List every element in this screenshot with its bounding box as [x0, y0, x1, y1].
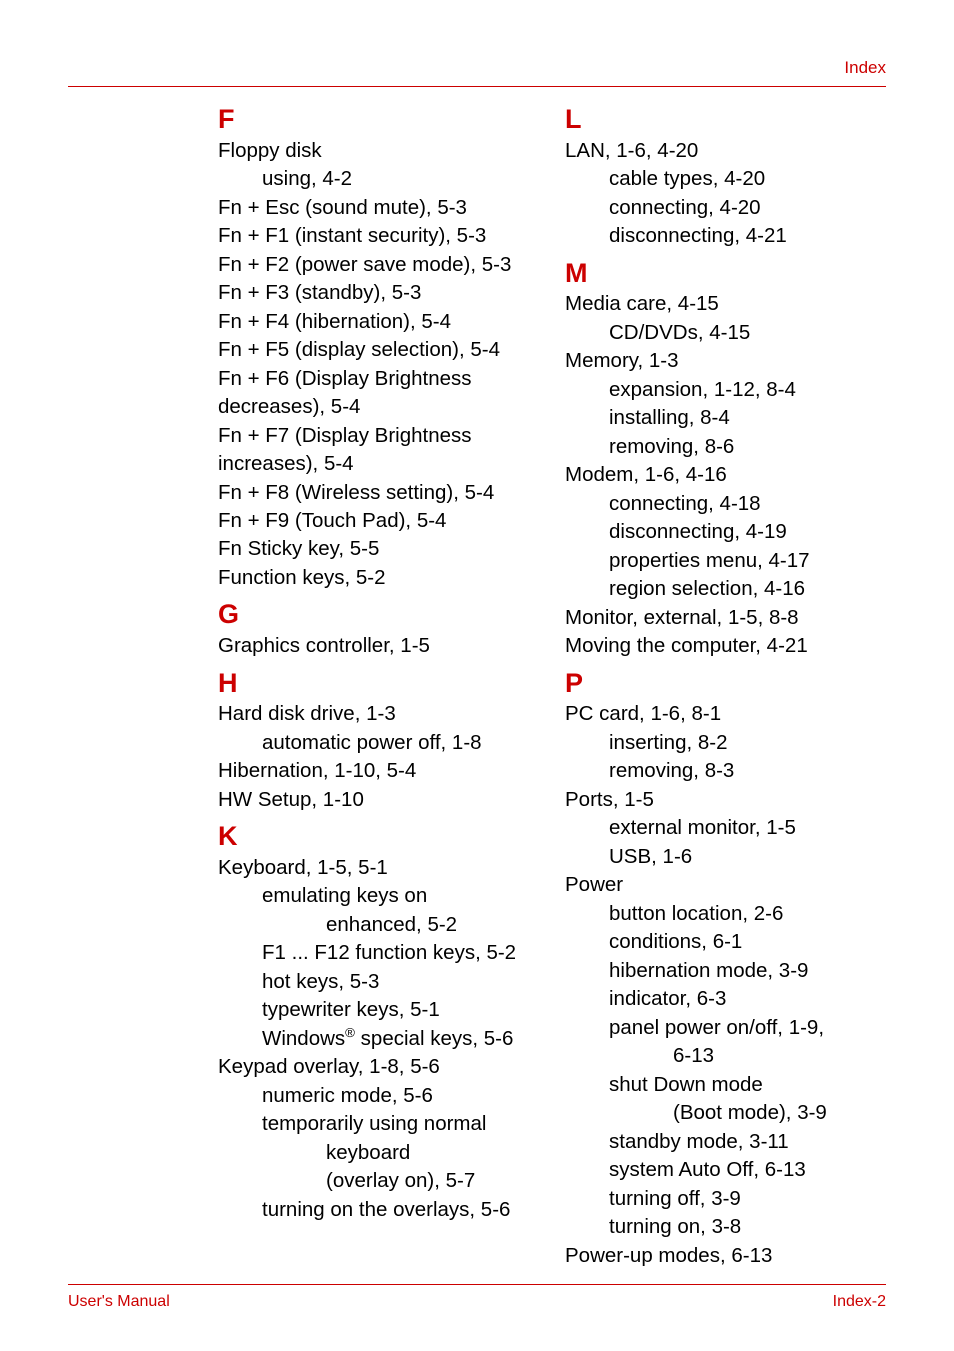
index-entry: automatic power off, 1-8 — [218, 729, 539, 757]
index-entry: Power-up modes, 6-13 — [565, 1242, 886, 1270]
index-entry: panel power on/off, 1-9, — [565, 1014, 886, 1042]
index-entry: removing, 8-3 — [565, 757, 886, 785]
right-column: LLAN, 1-6, 4-20cable types, 4-20connecti… — [549, 97, 886, 1270]
index-entry: 6-13 — [565, 1042, 886, 1070]
index-entry: connecting, 4-18 — [565, 490, 886, 518]
index-entry: Fn + F8 (Wireless setting), 5-4 — [218, 479, 539, 507]
index-entry: cable types, 4-20 — [565, 165, 886, 193]
footer: User's Manual Index-2 — [68, 1284, 886, 1311]
index-entry: installing, 8-4 — [565, 404, 886, 432]
section-letter: F — [218, 105, 539, 135]
index-entry: (Boot mode), 3-9 — [565, 1099, 886, 1127]
index-entry: CD/DVDs, 4-15 — [565, 319, 886, 347]
index-entry: Fn + F9 (Touch Pad), 5-4 — [218, 507, 539, 535]
index-entry: Ports, 1-5 — [565, 786, 886, 814]
section-letter: K — [218, 822, 539, 852]
index-entry: Keyboard, 1-5, 5-1 — [218, 854, 539, 882]
index-entry: Memory, 1-3 — [565, 347, 886, 375]
index-columns: FFloppy diskusing, 4-2Fn + Esc (sound mu… — [68, 97, 886, 1270]
index-entry: F1 ... F12 function keys, 5-2 — [218, 939, 539, 967]
index-entry: emulating keys on — [218, 882, 539, 910]
index-entry: hot keys, 5-3 — [218, 968, 539, 996]
section-letter: G — [218, 600, 539, 630]
index-entry: typewriter keys, 5-1 — [218, 996, 539, 1024]
index-entry: connecting, 4-20 — [565, 194, 886, 222]
index-entry: Monitor, external, 1-5, 8-8 — [565, 604, 886, 632]
index-entry: Hibernation, 1-10, 5-4 — [218, 757, 539, 785]
index-entry: external monitor, 1-5 — [565, 814, 886, 842]
index-entry: LAN, 1-6, 4-20 — [565, 137, 886, 165]
footer-right: Index-2 — [833, 1293, 886, 1311]
header-label: Index — [68, 58, 886, 87]
index-entry: turning on the overlays, 5-6 — [218, 1196, 539, 1224]
index-entry: turning on, 3-8 — [565, 1213, 886, 1241]
index-entry: Floppy disk — [218, 137, 539, 165]
index-entry: Fn + F1 (instant security), 5-3 — [218, 222, 539, 250]
index-entry: standby mode, 3-11 — [565, 1128, 886, 1156]
index-entry: Function keys, 5-2 — [218, 564, 539, 592]
index-entry: Windows® special keys, 5-6 — [218, 1025, 539, 1053]
index-entry: button location, 2-6 — [565, 900, 886, 928]
index-entry: Keypad overlay, 1-8, 5-6 — [218, 1053, 539, 1081]
section-letter: L — [565, 105, 886, 135]
section-letter: P — [565, 669, 886, 699]
index-entry: Graphics controller, 1-5 — [218, 632, 539, 660]
index-entry: removing, 8-6 — [565, 433, 886, 461]
page: Index FFloppy diskusing, 4-2Fn + Esc (so… — [0, 0, 954, 1351]
index-entry: PC card, 1-6, 8-1 — [565, 700, 886, 728]
index-entry: Hard disk drive, 1-3 — [218, 700, 539, 728]
index-entry: Media care, 4-15 — [565, 290, 886, 318]
index-entry: disconnecting, 4-21 — [565, 222, 886, 250]
index-entry: Fn + F3 (standby), 5-3 — [218, 279, 539, 307]
index-entry: expansion, 1-12, 8-4 — [565, 376, 886, 404]
index-entry: system Auto Off, 6-13 — [565, 1156, 886, 1184]
index-entry: enhanced, 5-2 — [218, 911, 539, 939]
index-entry: Fn + F5 (display selection), 5-4 — [218, 336, 539, 364]
index-entry: properties menu, 4-17 — [565, 547, 886, 575]
index-entry: Modem, 1-6, 4-16 — [565, 461, 886, 489]
index-entry: temporarily using normal — [218, 1110, 539, 1138]
index-entry: HW Setup, 1-10 — [218, 786, 539, 814]
index-entry: Fn + F2 (power save mode), 5-3 — [218, 251, 539, 279]
index-entry: region selection, 4-16 — [565, 575, 886, 603]
index-entry: Moving the computer, 4-21 — [565, 632, 886, 660]
index-entry: Fn + F7 (Display Brightness increases), … — [218, 422, 539, 479]
index-entry: numeric mode, 5-6 — [218, 1082, 539, 1110]
footer-left: User's Manual — [68, 1293, 170, 1311]
index-entry: turning off, 3-9 — [565, 1185, 886, 1213]
index-entry: using, 4-2 — [218, 165, 539, 193]
index-entry: disconnecting, 4-19 — [565, 518, 886, 546]
index-entry: shut Down mode — [565, 1071, 886, 1099]
index-entry: Fn Sticky key, 5-5 — [218, 535, 539, 563]
index-entry: Fn + Esc (sound mute), 5-3 — [218, 194, 539, 222]
index-entry: Power — [565, 871, 886, 899]
index-entry: inserting, 8-2 — [565, 729, 886, 757]
left-column: FFloppy diskusing, 4-2Fn + Esc (sound mu… — [68, 97, 539, 1270]
index-entry: hibernation mode, 3-9 — [565, 957, 886, 985]
section-letter: M — [565, 259, 886, 289]
index-entry: indicator, 6-3 — [565, 985, 886, 1013]
index-entry: USB, 1-6 — [565, 843, 886, 871]
index-entry: conditions, 6-1 — [565, 928, 886, 956]
index-entry: Fn + F4 (hibernation), 5-4 — [218, 308, 539, 336]
index-entry: keyboard — [218, 1139, 539, 1167]
section-letter: H — [218, 669, 539, 699]
index-entry: Fn + F6 (Display Brightness decreases), … — [218, 365, 539, 422]
index-entry: (overlay on), 5-7 — [218, 1167, 539, 1195]
